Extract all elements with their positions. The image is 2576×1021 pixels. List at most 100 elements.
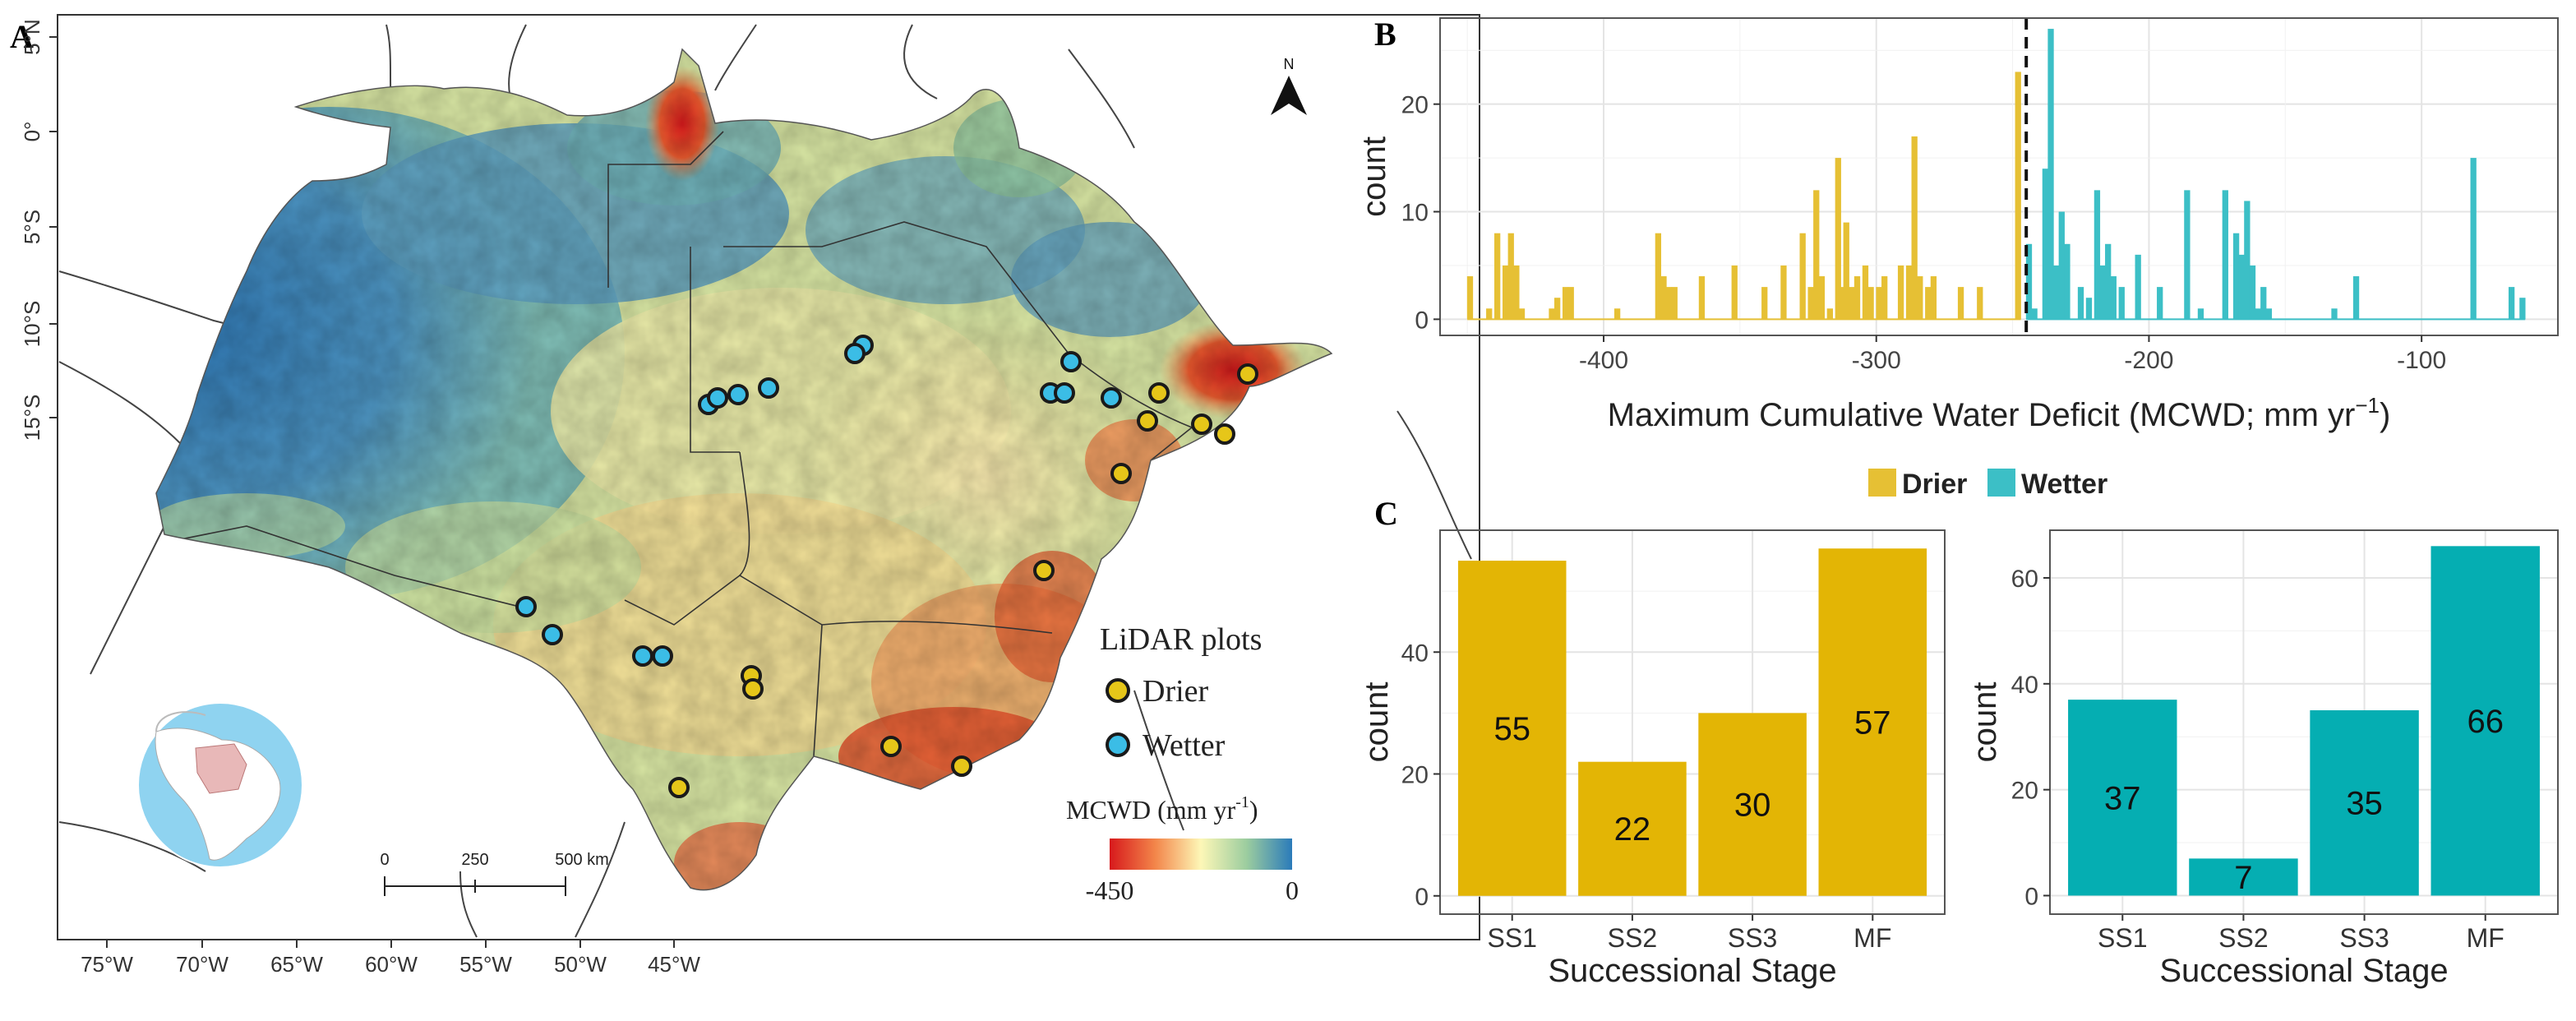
lidar-plot-markers [515,335,1258,798]
bar-value-label: 30 [1734,788,1771,824]
x-axis-title: Successional Stage [2159,953,2448,989]
histogram-bar [1731,265,1738,320]
category-label: MF [2467,923,2504,953]
histogram-bar [2244,201,2251,320]
histogram-bar [1502,265,1509,320]
bar-value-label: 7 [2234,860,2252,896]
histogram-bar [1826,308,1833,320]
histogram-bar [2265,308,2273,320]
wetter-plot-marker [1101,387,1122,409]
histogram-bar [2105,243,2112,320]
lat-tick-label: 10°S [20,301,44,348]
category-label: SS3 [1728,923,1777,953]
histogram-bar [2047,29,2054,320]
histogram-bar [2157,287,2163,320]
histogram-bar [1698,276,1706,320]
bar-mf [2431,546,2540,896]
histogram-bar [2118,287,2125,320]
x-tick-label: -200 [2124,347,2173,374]
map-legend: LiDAR plots Drier Wetter MCWD (mm yr-1) … [1066,622,1299,905]
histogram-bar [2352,276,2360,320]
bar-mf [1818,548,1927,896]
country-borders [58,24,1472,938]
histogram-bar [1761,287,1768,320]
panel-label-c: C [1374,495,1398,532]
histogram-bar [1613,308,1621,320]
lat-tick-label: 5°N [20,19,44,55]
histogram-bar [1837,287,1844,320]
histogram-bars [1466,29,2526,321]
y-tick-label: 0 [1415,884,1429,911]
amazon-outline [155,48,1333,891]
histogram-bar [1835,158,1841,320]
drier-plot-marker [1148,382,1170,404]
wetter-plot-marker [844,343,866,364]
drier-plot-marker [1191,413,1212,435]
wetter-plot-marker [542,624,563,645]
histogram-bar [2085,298,2093,320]
colorbar-max-label: 0 [1286,875,1299,905]
drier-plot-marker [1110,463,1132,484]
bar-ss1 [2068,700,2177,896]
panel-label-a: A [10,18,34,55]
colorbar-min-label: -450 [1086,875,1134,905]
y-tick-label: 0 [1415,307,1429,334]
histogram-bar [1897,265,1904,320]
histogram-bar [1876,287,1882,320]
wetter-plot-marker [758,377,779,399]
histogram-bar [1905,265,1913,320]
histogram-bar [2110,276,2117,320]
histogram-bar [1665,287,1673,320]
histogram-bar [1925,287,1932,320]
histogram-bar [2184,190,2191,320]
bar-ss1 [1457,561,1567,896]
scale-label-0: 0 [380,851,389,869]
lon-tick-label: 70°W [176,952,229,977]
histogram-bar [2135,254,2141,320]
panel-label-b: B [1374,16,1396,53]
lat-tick-label: 0° [20,122,44,142]
drier-plot-marker [1137,410,1158,432]
latitude-axis: 5°N 0° 5°S 10°S 15°S [20,19,58,441]
bar-value-label: 37 [2104,780,2141,816]
y-tick-label: 40 [2011,672,2038,699]
histogram-bar [1862,265,1869,320]
category-label: SS1 [2098,923,2147,953]
histogram-frame [1439,17,2559,336]
histogram-bar [2042,169,2049,320]
histogram-bar [1843,222,1849,320]
histogram-bar [1911,136,1918,320]
histogram-bar [2519,298,2526,320]
y-tick-label: 20 [1401,762,1429,789]
legend-wetter-label: Wetter [1143,728,1226,763]
wetter-plot-marker [1054,382,1075,404]
x-tick-label: -300 [1852,347,1901,374]
histogram-bar [1567,287,1574,320]
drier-plot-marker [1237,363,1258,385]
histogram-bar [2025,243,2033,320]
wetter-plot-marker [707,387,728,409]
wetter-plot-marker [1060,351,1082,372]
legend-wetter-text: Wetter [2021,469,2107,500]
y-axis-title: count [1967,682,2003,763]
histogram-bar [1549,308,1555,320]
bar-ss2 [2189,858,2298,896]
histogram-bar [1660,276,1667,320]
lat-tick-label: 5°S [20,210,44,244]
lon-tick-label: 60°W [365,952,418,977]
histogram-bar [2232,233,2240,320]
barchart-drier: 55 SS1 22 SS2 30 SS3 57 MF 0 20 40 Successional Sta… [1359,529,1946,989]
wetter-plot-marker [652,645,673,667]
histogram-bar [1813,190,1820,320]
lon-tick-label: 50°W [554,952,607,977]
north-label: N [1284,56,1295,72]
y-tick-label: 20 [2011,778,2038,805]
category-label: SS3 [2339,923,2389,953]
x-axis-title: Successional Stage [1548,953,1836,989]
drier-plot-marker [1033,560,1055,581]
longitude-axis: 75°W 70°W 65°W 60°W 55°W 50°W 45°W [81,940,700,977]
bar-ss3 [2310,710,2419,896]
panel-b-histogram: B -400 -300 -200 -100 0 10 20 count Maximum C… [1356,16,2559,433]
histogram-bar [2053,265,2060,320]
bar-ss2 [1578,761,1687,896]
